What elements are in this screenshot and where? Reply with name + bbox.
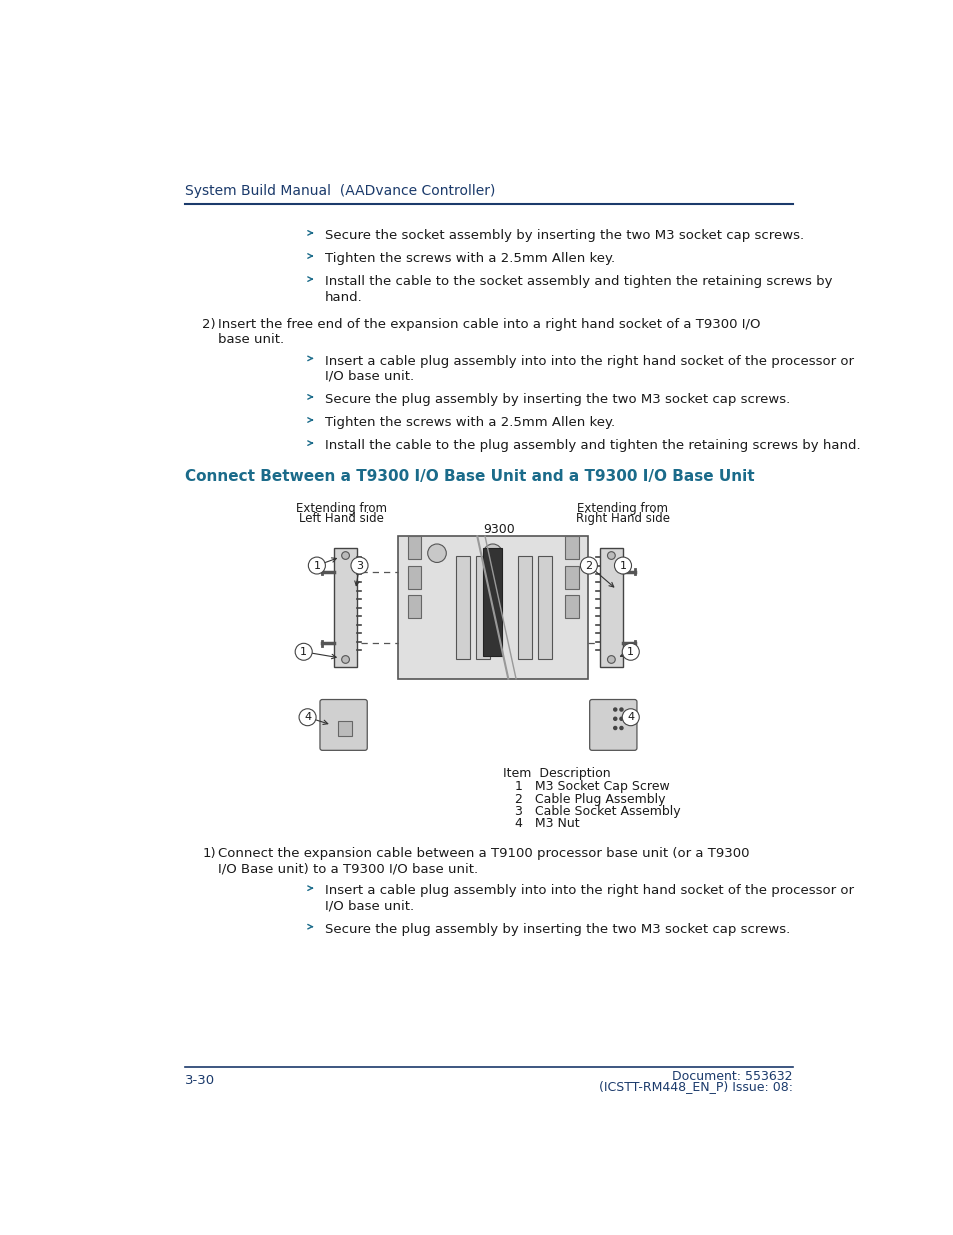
Text: 4: 4 bbox=[304, 713, 311, 722]
Circle shape bbox=[483, 543, 501, 562]
Text: 1: 1 bbox=[300, 647, 307, 657]
Circle shape bbox=[308, 557, 325, 574]
Text: Secure the plug assembly by inserting the two M3 socket cap screws.: Secure the plug assembly by inserting th… bbox=[324, 393, 789, 406]
Text: Right Hand side: Right Hand side bbox=[576, 513, 669, 525]
Circle shape bbox=[294, 643, 312, 661]
Text: I/O Base unit) to a T9300 I/O base unit.: I/O Base unit) to a T9300 I/O base unit. bbox=[218, 863, 478, 876]
Text: Extending from: Extending from bbox=[295, 501, 387, 515]
Bar bbox=[397, 536, 587, 679]
Text: Connect Between a T9300 I/O Base Unit and a T9300 I/O Base Unit: Connect Between a T9300 I/O Base Unit an… bbox=[185, 468, 754, 484]
Circle shape bbox=[341, 552, 349, 559]
Circle shape bbox=[607, 552, 615, 559]
Circle shape bbox=[619, 708, 622, 711]
Bar bbox=[407, 566, 421, 589]
Text: 9300: 9300 bbox=[482, 524, 515, 536]
Text: hand.: hand. bbox=[324, 290, 362, 304]
Text: System Build Manual  (AADvance Controller): System Build Manual (AADvance Controller… bbox=[185, 184, 495, 198]
Text: 4   M3 Nut: 4 M3 Nut bbox=[502, 818, 578, 830]
Text: I/O base unit.: I/O base unit. bbox=[324, 370, 414, 383]
Text: Document: 553632: Document: 553632 bbox=[672, 1070, 792, 1083]
Circle shape bbox=[427, 543, 446, 562]
Bar bbox=[456, 556, 470, 659]
Bar bbox=[407, 595, 421, 618]
Text: Secure the plug assembly by inserting the two M3 socket cap screws.: Secure the plug assembly by inserting th… bbox=[324, 923, 789, 936]
Bar bbox=[407, 536, 421, 559]
Bar bbox=[517, 556, 532, 659]
Text: base unit.: base unit. bbox=[218, 333, 284, 346]
Circle shape bbox=[341, 656, 349, 663]
Text: 1: 1 bbox=[618, 561, 626, 571]
Circle shape bbox=[619, 718, 622, 720]
Text: 1: 1 bbox=[626, 647, 634, 657]
Circle shape bbox=[298, 709, 315, 726]
Bar bbox=[483, 548, 501, 656]
Text: 1   M3 Socket Cap Screw: 1 M3 Socket Cap Screw bbox=[502, 781, 669, 793]
Circle shape bbox=[613, 726, 617, 730]
FancyBboxPatch shape bbox=[589, 699, 637, 751]
Text: Insert a cable plug assembly into into the right hand socket of the processor or: Insert a cable plug assembly into into t… bbox=[324, 354, 853, 368]
Bar bbox=[564, 536, 578, 559]
Text: Tighten the screws with a 2.5mm Allen key.: Tighten the screws with a 2.5mm Allen ke… bbox=[324, 252, 614, 266]
Text: 1): 1) bbox=[202, 847, 215, 861]
Bar bbox=[537, 556, 551, 659]
Text: 2): 2) bbox=[202, 317, 215, 331]
Text: Install the cable to the plug assembly and tighten the retaining screws by hand.: Install the cable to the plug assembly a… bbox=[324, 440, 860, 452]
Circle shape bbox=[613, 708, 617, 711]
Text: Install the cable to the socket assembly and tighten the retaining screws by: Install the cable to the socket assembly… bbox=[324, 275, 831, 288]
Circle shape bbox=[613, 718, 617, 720]
Text: Insert a cable plug assembly into into the right hand socket of the processor or: Insert a cable plug assembly into into t… bbox=[324, 884, 853, 898]
Circle shape bbox=[607, 656, 615, 663]
Bar bbox=[337, 721, 352, 736]
Text: I/O base unit.: I/O base unit. bbox=[324, 900, 414, 913]
Text: 4: 4 bbox=[626, 713, 634, 722]
Bar bbox=[476, 556, 489, 659]
Text: (ICSTT-RM448_EN_P) Issue: 08:: (ICSTT-RM448_EN_P) Issue: 08: bbox=[598, 1081, 792, 1093]
Text: 2   Cable Plug Assembly: 2 Cable Plug Assembly bbox=[502, 793, 664, 805]
Bar bbox=[334, 548, 356, 667]
FancyBboxPatch shape bbox=[319, 699, 367, 751]
Text: Extending from: Extending from bbox=[577, 501, 668, 515]
Text: Tighten the screws with a 2.5mm Allen key.: Tighten the screws with a 2.5mm Allen ke… bbox=[324, 416, 614, 429]
Circle shape bbox=[351, 557, 368, 574]
Circle shape bbox=[621, 709, 639, 726]
Circle shape bbox=[619, 726, 622, 730]
Text: Item  Description: Item Description bbox=[502, 767, 610, 781]
Circle shape bbox=[579, 557, 597, 574]
Text: 3: 3 bbox=[355, 561, 363, 571]
Bar bbox=[564, 566, 578, 589]
Text: Left Hand side: Left Hand side bbox=[299, 513, 384, 525]
Circle shape bbox=[621, 643, 639, 661]
Text: Connect the expansion cable between a T9100 processor base unit (or a T9300: Connect the expansion cable between a T9… bbox=[218, 847, 749, 861]
Circle shape bbox=[484, 605, 500, 621]
Bar bbox=[564, 595, 578, 618]
Text: Insert the free end of the expansion cable into a right hand socket of a T9300 I: Insert the free end of the expansion cab… bbox=[218, 317, 760, 331]
Text: 3   Cable Socket Assembly: 3 Cable Socket Assembly bbox=[502, 805, 679, 818]
Text: Secure the socket assembly by inserting the two M3 socket cap screws.: Secure the socket assembly by inserting … bbox=[324, 228, 803, 242]
Bar bbox=[599, 548, 622, 667]
Circle shape bbox=[614, 557, 631, 574]
Text: 3-30: 3-30 bbox=[185, 1074, 215, 1087]
Text: 1: 1 bbox=[313, 561, 320, 571]
Text: 2: 2 bbox=[585, 561, 592, 571]
